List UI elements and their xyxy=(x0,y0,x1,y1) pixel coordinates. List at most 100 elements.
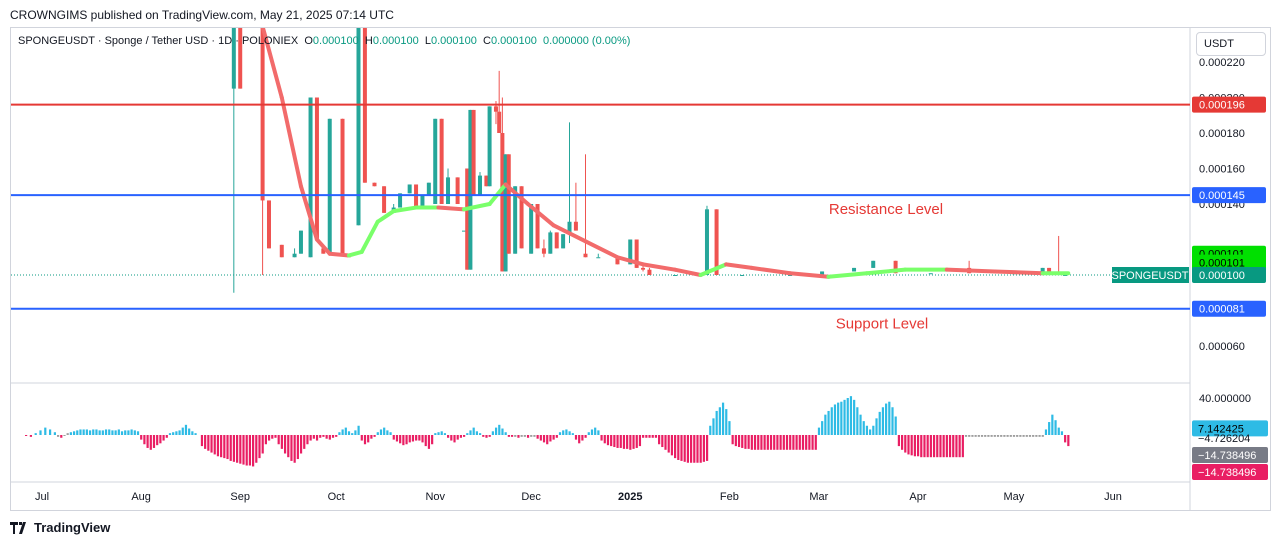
oscillator-bar xyxy=(360,435,363,441)
oscillator-bar xyxy=(728,421,731,435)
oscillator-bar xyxy=(331,435,335,438)
ohlc-high-label: H xyxy=(364,35,373,47)
candle-body xyxy=(740,275,745,276)
tradingview-logo[interactable]: TradingView xyxy=(10,520,110,535)
ohlc-close-label: C xyxy=(483,35,491,47)
time-tick-label: Feb xyxy=(720,491,739,503)
oscillator-bar xyxy=(408,435,411,443)
oscillator-bar xyxy=(693,435,696,463)
oscillator-bar xyxy=(1035,435,1038,437)
candle-body xyxy=(372,182,377,187)
oscillator-bar xyxy=(98,430,101,435)
oscillator-bar xyxy=(974,435,977,437)
oscillator-bar xyxy=(821,421,824,435)
oscillator-bar xyxy=(220,435,223,458)
oscillator-bar xyxy=(753,435,757,450)
oscillator-bar xyxy=(44,427,47,435)
oscillator-bar xyxy=(811,435,814,450)
oscillator-bar xyxy=(510,435,514,437)
oscillator-bar xyxy=(705,435,709,461)
candle-body xyxy=(820,271,825,275)
time-tick-label: May xyxy=(1004,491,1025,503)
oscillator-bar xyxy=(1044,429,1048,435)
oscillator-bar xyxy=(501,428,504,435)
oscillator-bar xyxy=(152,435,156,448)
oscillator-bar xyxy=(271,435,274,439)
oscillator-bar xyxy=(674,435,677,459)
oscillator-bar xyxy=(603,435,606,444)
oscillator-bar xyxy=(1016,435,1019,437)
oscillator-bar xyxy=(785,435,789,450)
oscillator-bar xyxy=(245,435,248,466)
oscillator-bar xyxy=(542,435,546,443)
ma-segment xyxy=(260,28,284,100)
oscillator-bar xyxy=(124,430,127,435)
oscillator-bar xyxy=(373,435,376,437)
oscillator-bar xyxy=(69,432,72,435)
oscillator-bar xyxy=(597,430,600,435)
oscillator-bar xyxy=(683,435,686,462)
oscillator-bar xyxy=(622,435,626,449)
oscillator-bar xyxy=(980,435,984,437)
price-tick-label: 0.000220 xyxy=(1199,57,1245,69)
oscillator-bar xyxy=(478,433,482,435)
oscillator-bar xyxy=(920,435,923,458)
candle-body xyxy=(704,209,709,275)
candle-body xyxy=(340,118,345,254)
oscillator-bar xyxy=(488,435,491,437)
candle-body xyxy=(928,273,933,275)
oscillator-bar xyxy=(725,409,728,435)
oscillator-bar xyxy=(494,427,498,435)
oscillator-bar xyxy=(399,435,402,444)
oscillator-bar xyxy=(773,435,776,450)
oscillator-bar xyxy=(737,435,741,448)
osc-tag-bg xyxy=(1192,420,1268,437)
oscillator-bar xyxy=(242,435,245,465)
oscillator-bar xyxy=(1019,435,1022,437)
oscillator-bar xyxy=(849,396,853,435)
symbol-legend: SPONGEUSDT · Sponge / Tether USD · 1D · … xyxy=(18,35,630,47)
oscillator-bar xyxy=(878,411,881,435)
oscillator-bar xyxy=(450,435,453,441)
oscillator-bar xyxy=(95,429,98,435)
candle-body xyxy=(420,195,425,208)
ma-segment xyxy=(436,205,467,212)
oscillator-bar xyxy=(926,435,929,458)
oscillator-bar xyxy=(897,435,900,447)
oscillator-bar xyxy=(85,429,88,435)
oscillator-bar xyxy=(117,429,120,435)
candle-body xyxy=(465,168,470,270)
oscillator-bar xyxy=(370,435,373,439)
oscillator-bar xyxy=(290,435,293,461)
osc-tag-label: −4.726204 xyxy=(1198,433,1250,445)
level-tag-label: 0.000196 xyxy=(1199,100,1245,112)
oscillator-bar xyxy=(427,435,431,449)
candle-body xyxy=(314,97,319,240)
oscillator-bar xyxy=(789,435,792,450)
oscillator-bar xyxy=(875,418,878,435)
price-tag-label: 0.000100 xyxy=(1199,270,1245,282)
candle-body xyxy=(529,204,534,254)
oscillator-bar xyxy=(1054,420,1057,435)
candle-body xyxy=(471,109,476,196)
oscillator-bar xyxy=(463,435,466,437)
oscillator-bar xyxy=(357,425,360,435)
currency-selector[interactable]: USDT xyxy=(1196,32,1266,56)
oscillator-bar xyxy=(1060,431,1064,435)
candle-body xyxy=(279,244,284,258)
oscillator-bar xyxy=(283,435,287,454)
oscillator-bar xyxy=(769,435,773,450)
oscillator-bar xyxy=(626,435,629,449)
oscillator-bar xyxy=(907,435,910,455)
oscillator-bar xyxy=(824,414,827,435)
candle-body xyxy=(634,239,639,268)
oscillator-bar xyxy=(130,429,133,435)
ma-segment xyxy=(551,223,588,244)
ma-segment xyxy=(673,267,703,277)
oscillator-bar xyxy=(555,435,558,438)
oscillator-bar xyxy=(731,435,734,445)
oscillator-bar xyxy=(1032,435,1035,437)
oscillator-bar xyxy=(146,435,149,448)
oscillator-bar xyxy=(469,430,472,435)
